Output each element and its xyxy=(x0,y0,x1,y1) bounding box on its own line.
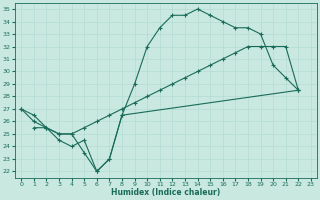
X-axis label: Humidex (Indice chaleur): Humidex (Indice chaleur) xyxy=(111,188,221,197)
